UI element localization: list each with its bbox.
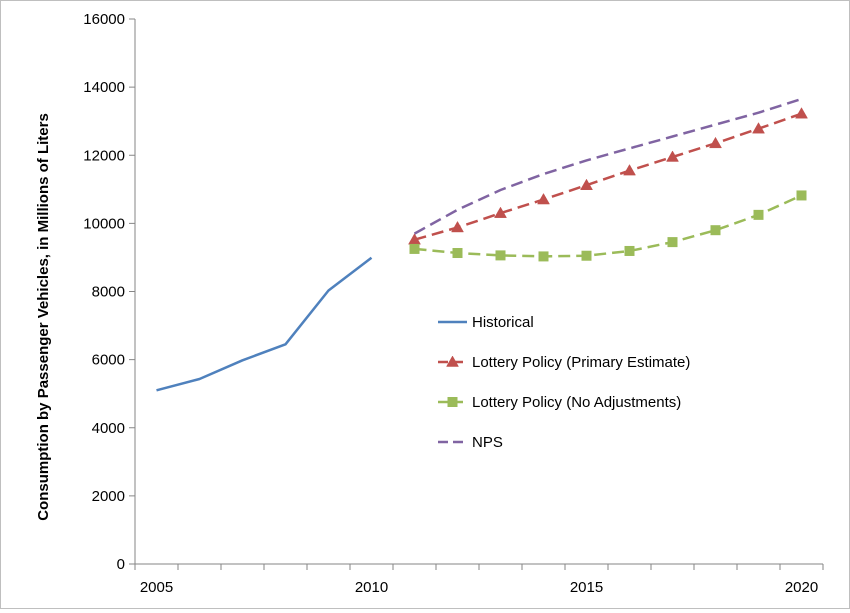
series-line <box>414 112 802 241</box>
y-tick-label: 0 <box>117 556 125 573</box>
data-point <box>623 164 636 176</box>
y-axis-label: Consumption by Passenger Vehicles, in Mi… <box>35 113 52 521</box>
data-point <box>452 248 463 259</box>
data-point <box>753 209 764 220</box>
y-tick-label: 14000 <box>83 79 125 96</box>
series-1 <box>408 107 808 245</box>
y-tick-label: 2000 <box>92 488 125 505</box>
x-tick-label: 2010 <box>355 579 388 596</box>
y-tick-label: 6000 <box>92 352 125 369</box>
legend-entry-0: Historical <box>438 314 534 331</box>
y-tick-label: 10000 <box>83 215 125 232</box>
series-line <box>414 194 803 258</box>
series-line <box>156 256 373 392</box>
series-3 <box>413 97 802 235</box>
data-point <box>451 220 464 233</box>
data-point <box>495 250 506 261</box>
legend-label: NPS <box>472 434 503 451</box>
axes: 0 2000 4000 6000 8000 10000 12000 14000 16000 200… <box>83 11 824 596</box>
legend-entry-1: Lottery Policy (Primary Estimate) <box>438 354 690 371</box>
legend-entry-2: Lottery Policy (No Adjustments) <box>438 394 681 411</box>
y-tick-label: 16000 <box>83 11 125 28</box>
legend-label: Lottery Policy (Primary Estimate) <box>472 354 690 371</box>
data-point <box>795 107 808 119</box>
legend: Historical Lottery Policy (Primary Estima… <box>438 314 690 451</box>
data-point <box>666 150 679 162</box>
y-tick-label: 4000 <box>92 420 125 437</box>
x-tick-label: 2015 <box>570 579 603 596</box>
data-point <box>580 178 593 190</box>
legend-label: Lottery Policy (No Adjustments) <box>472 394 681 411</box>
data-point <box>494 206 507 218</box>
legend-label: Historical <box>472 314 534 331</box>
series-line <box>413 97 802 235</box>
series-2 <box>409 190 807 262</box>
x-tick-label: 2020 <box>785 579 818 596</box>
data-point <box>709 136 722 149</box>
data-point <box>581 250 592 261</box>
x-tick-label: 2005 <box>140 579 173 596</box>
data-point <box>710 225 721 236</box>
data-point <box>796 190 807 201</box>
data-point <box>752 122 765 134</box>
data-point <box>537 193 550 205</box>
legend-marker <box>446 355 459 367</box>
series-0 <box>156 256 373 392</box>
y-tick-label: 8000 <box>92 284 125 301</box>
legend-marker <box>447 397 458 407</box>
data-point <box>538 251 549 262</box>
series-layer <box>156 97 808 392</box>
y-tick-label: 12000 <box>83 147 125 164</box>
legend-entry-3: NPS <box>438 434 503 451</box>
data-point <box>667 237 678 248</box>
data-point <box>624 245 635 256</box>
data-point <box>409 243 420 254</box>
